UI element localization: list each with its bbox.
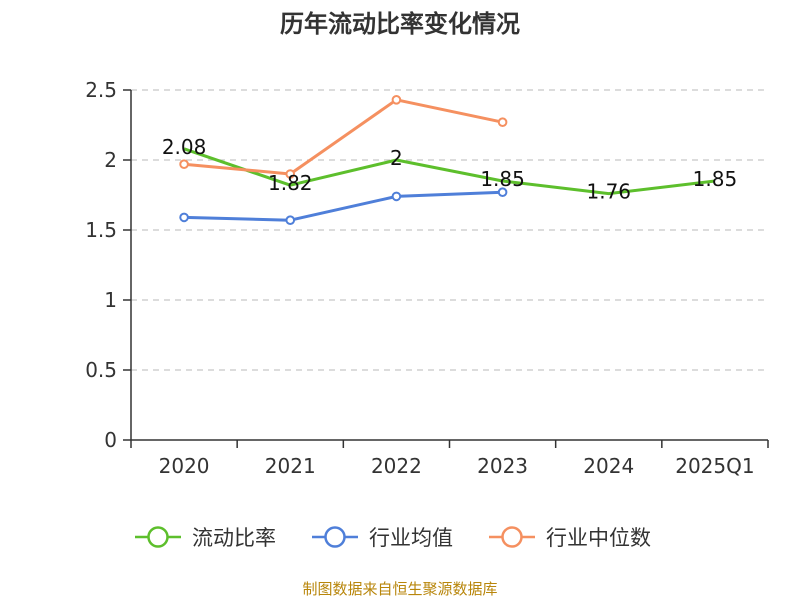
gridlines: [131, 89, 768, 371]
legend[interactable]: 流动比率 行业均值 行业中位数: [135, 526, 651, 550]
legend-item[interactable]: 流动比率: [135, 526, 276, 550]
legend-label: 流动比率: [192, 526, 276, 550]
y-tick-label: 1.5: [85, 218, 117, 242]
data-label: 2: [390, 146, 403, 170]
data-labels: 2.08 1.82 2 1.85 1.76 1.85: [162, 135, 737, 204]
series-line: [183, 98, 503, 176]
data-point: [285, 169, 296, 179]
x-tick-label: 2025Q1: [675, 454, 754, 478]
data-label: 1.82: [268, 171, 313, 195]
x-tick-label: 2023: [477, 454, 528, 478]
y-tick-label: 2: [104, 148, 117, 172]
y-tick-label: 2.5: [85, 78, 117, 102]
data-point: [179, 159, 189, 169]
legend-item[interactable]: 行业中位数: [489, 526, 651, 550]
data-point: [497, 117, 508, 127]
x-tick-label: 2020: [159, 454, 210, 478]
series-line: [184, 190, 503, 222]
legend-marker: [147, 526, 169, 548]
data-label: 1.85: [480, 167, 525, 191]
chart-title: 历年流动比率变化情况: [280, 10, 520, 38]
y-tick-label: 0: [104, 428, 117, 452]
legend-marker: [324, 526, 346, 548]
source-note: 制图数据来自恒生聚源数据库: [302, 580, 497, 598]
data-point: [497, 187, 508, 197]
data-point: [391, 191, 402, 202]
data-point: [285, 215, 296, 225]
data-point: [179, 212, 189, 223]
x-tick-label: 2022: [371, 454, 422, 478]
legend-marker: [501, 526, 523, 548]
y-tick-label: 1: [104, 288, 117, 312]
x-tick-label: 2024: [583, 454, 634, 478]
x-tick-label: 2021: [265, 454, 316, 478]
series-line: [183, 147, 716, 196]
series-layer: [179, 95, 716, 225]
data-label: 2.08: [162, 135, 207, 159]
data-label: 1.85: [693, 167, 738, 191]
data-point: [391, 95, 402, 105]
data-label: 1.76: [586, 180, 631, 204]
y-tick-label: 0.5: [85, 358, 117, 382]
legend-label: 行业均值: [369, 526, 453, 550]
legend-label: 行业中位数: [546, 526, 651, 550]
axes: 0 0.5 1 1.5 2 2.5 2020 2021 2022 2023 2024 2025Q1: [85, 78, 769, 478]
legend-item[interactable]: 行业均值: [312, 526, 453, 550]
